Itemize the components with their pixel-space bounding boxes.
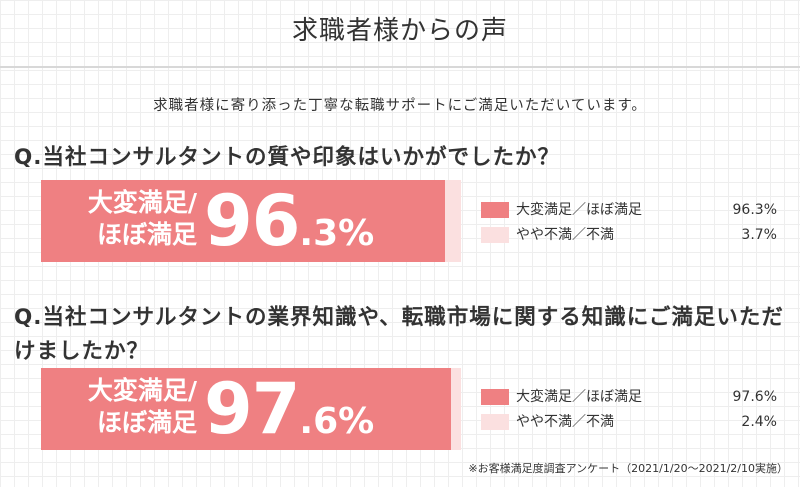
legend-swatch-satisfied (481, 389, 509, 405)
q1-bar-label-line-2: ほぼ満足 (96, 220, 197, 249)
question-1-title: Q.当社コンサルタントの質や印象はいかがでしたか？ (14, 145, 560, 170)
q1-bar-percent-int: 96 (204, 180, 300, 262)
legend-item: やや不満／不満 2.4% (481, 411, 777, 433)
legend-label: やや不満／不満 (516, 227, 614, 243)
question-2-title: Q.当社コンサルタントの業界知識や、転職市場に関する知識にご満足いただけましたか… (14, 305, 784, 364)
legend-item: 大変満足／ほぼ満足 97.6% (481, 386, 777, 408)
q2-bar: 大変満足/ ほぼ満足 97.6% (41, 368, 461, 450)
survey-footnote: ※お客様満足度調査アンケート（2021/1/20〜2021/2/10実施） (468, 462, 788, 475)
legend-swatch-satisfied (481, 202, 509, 218)
page-subtitle: 求職者様に寄り添った丁寧な転職サポートにご満足いただいています。 (153, 98, 647, 114)
q2-bar-percent-dec: .6% (299, 401, 375, 442)
legend-swatch-unsatisfied (481, 227, 509, 243)
q1-legend: 大変満足／ほぼ満足 96.3% やや不満／不満 3.7% (481, 199, 777, 249)
q1-bar-label-line-1: 大変満足/ (87, 188, 197, 217)
q1-bar-percent: 96.3% (204, 180, 374, 262)
q1-bar-label: 大変満足/ ほぼ満足 (41, 187, 197, 251)
legend-value: 3.7% (741, 227, 777, 243)
legend-value: 2.4% (741, 414, 777, 430)
q2-bar-label-line-1: 大変満足/ (87, 376, 197, 405)
q2-bar-percent: 97.6% (204, 368, 374, 450)
legend-swatch-unsatisfied (481, 414, 509, 430)
q1-bar-percent-dec: .3% (299, 213, 375, 254)
legend-label: 大変満足／ほぼ満足 (516, 202, 642, 218)
legend-value: 97.6% (732, 389, 777, 405)
legend-item: 大変満足／ほぼ満足 96.3% (481, 199, 777, 221)
q2-bar-label: 大変満足/ ほぼ満足 (41, 375, 197, 439)
page-title: 求職者様からの声 (291, 16, 508, 46)
legend-label: 大変満足／ほぼ満足 (516, 389, 642, 405)
q1-bar: 大変満足/ ほぼ満足 96.3% (41, 180, 461, 262)
legend-value: 96.3% (732, 202, 777, 218)
q2-bar-percent-int: 97 (204, 368, 300, 450)
q2-bar-satisfied-segment (41, 368, 451, 450)
legend-item: やや不満／不満 3.7% (481, 224, 777, 246)
q1-bar-satisfied-segment (41, 180, 446, 262)
legend-label: やや不満／不満 (516, 414, 614, 430)
q2-legend: 大変満足／ほぼ満足 97.6% やや不満／不満 2.4% (481, 386, 777, 436)
title-divider (0, 66, 800, 68)
q2-bar-label-line-2: ほぼ満足 (96, 408, 197, 437)
